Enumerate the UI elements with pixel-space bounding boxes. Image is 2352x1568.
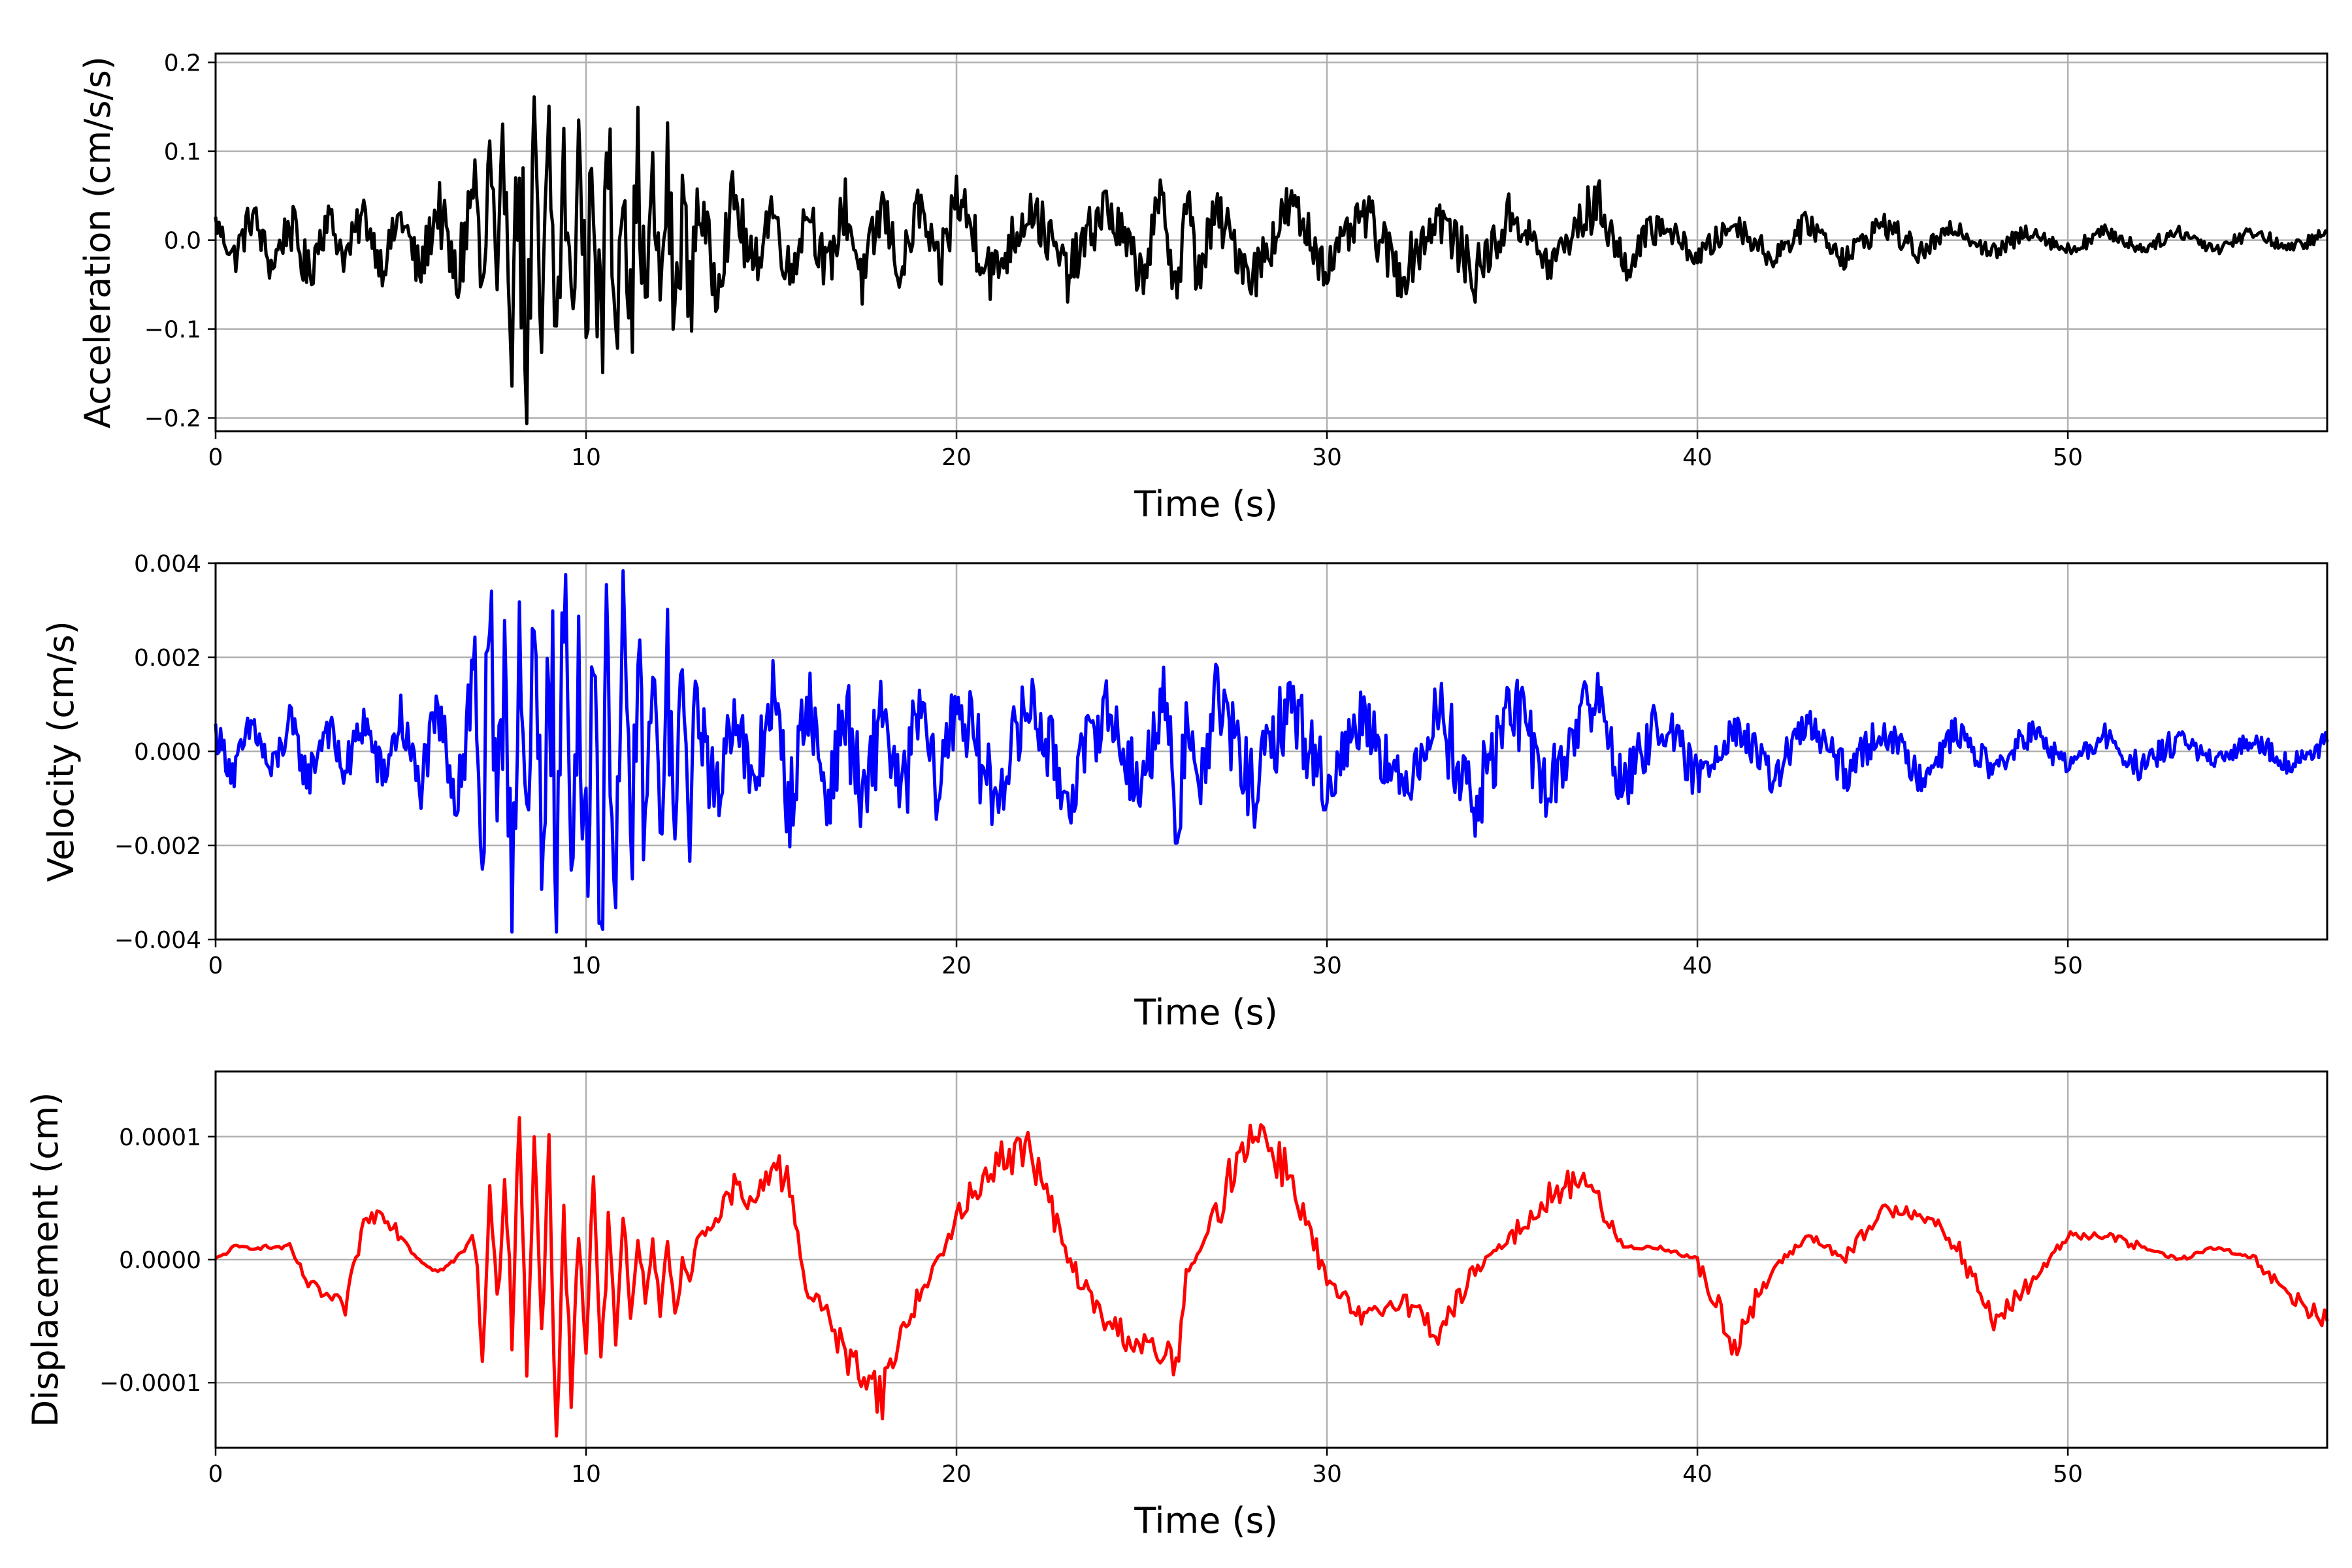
acceleration-x-tick-label: 0: [208, 444, 223, 471]
velocity-y-tick-label: −0.002: [114, 833, 201, 860]
velocity-x-tick-label: 0: [208, 953, 223, 979]
displacement-y-axis-label: Displacement (cm): [25, 1092, 66, 1428]
acceleration-y-tick-label: 0.2: [164, 50, 201, 77]
acceleration-x-tick-label: 50: [2053, 444, 2083, 471]
velocity-panel: 0 10 20 30 40 50 −0.004 −0.002 0.000 0.002 0.004 Ti…: [41, 551, 2329, 1033]
acceleration-y-axis-label: Acceleration (cm/s/s): [77, 56, 118, 429]
velocity-y-tick-label: 0.000: [134, 739, 201, 766]
displacement-series-line: [214, 1116, 2329, 1438]
acceleration-x-tick-label: 30: [1312, 444, 1342, 471]
velocity-y-tick-label: 0.004: [134, 551, 201, 578]
acceleration-y-tick-label: 0.1: [164, 139, 201, 166]
acceleration-x-tick-label: 20: [941, 444, 972, 471]
velocity-x-tick-label: 10: [571, 953, 601, 979]
acceleration-x-tick-label: 10: [571, 444, 601, 471]
velocity-y-tick-label: 0.002: [134, 645, 201, 672]
acceleration-y-tick-label: −0.2: [144, 406, 201, 433]
acceleration-y-tick-label: −0.1: [144, 317, 201, 344]
displacement-x-tick-label: 0: [208, 1461, 223, 1488]
acceleration-y-tick-label: 0.0: [164, 228, 201, 255]
displacement-panel: 0 10 20 30 40 50 −0.0001 0.0000 0.0001 Time (s) Di…: [25, 1070, 2329, 1541]
velocity-x-axis-label: Time (s): [1134, 992, 1278, 1033]
velocity-x-tick-label: 20: [941, 953, 972, 979]
displacement-y-tick-label: 0.0000: [119, 1247, 201, 1274]
displacement-x-tick-label: 10: [571, 1461, 601, 1488]
displacement-y-tick-label: −0.0001: [99, 1370, 201, 1397]
acceleration-panel: 0 10 20 30 40 50 −0.2 −0.1 0.0 0.1 0.2 Time (s) Acce…: [77, 50, 2328, 525]
displacement-y-tick-label: 0.0001: [119, 1124, 201, 1151]
displacement-x-tick-label: 40: [1682, 1461, 1712, 1488]
velocity-y-axis-label: Velocity (cm/s): [41, 621, 82, 882]
displacement-x-tick-label: 50: [2053, 1461, 2083, 1488]
acceleration-x-axis-label: Time (s): [1134, 483, 1278, 525]
displacement-x-tick-label: 30: [1312, 1461, 1342, 1488]
acceleration-series-line: [214, 95, 2328, 425]
acceleration-x-tick-label: 40: [1682, 444, 1712, 471]
acceleration-plot-frame: [214, 52, 2328, 433]
displacement-x-axis-label: Time (s): [1134, 1500, 1278, 1541]
velocity-x-tick-label: 40: [1682, 953, 1712, 979]
velocity-x-tick-label: 50: [2053, 953, 2083, 979]
displacement-x-tick-label: 20: [941, 1461, 972, 1488]
velocity-series-line: [214, 569, 2329, 934]
velocity-x-tick-label: 30: [1312, 953, 1342, 979]
velocity-y-tick-label: −0.004: [114, 927, 201, 954]
